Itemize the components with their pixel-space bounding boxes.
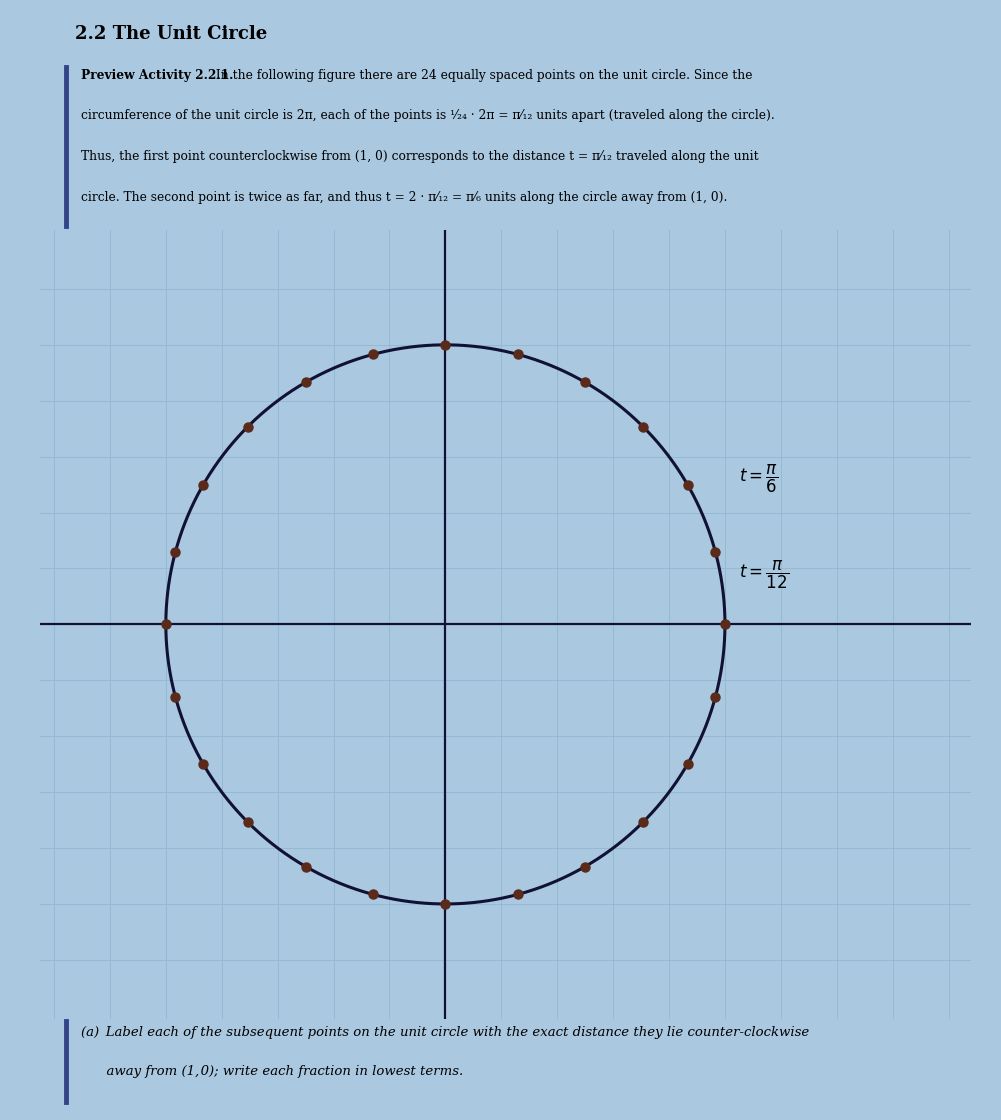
Text: circumference of the unit circle is 2π, each of the points is ¹⁄₂₄ · 2π = π⁄₁₂ u: circumference of the unit circle is 2π, …: [81, 110, 775, 122]
Text: circle. The second point is twice as far, and thus t = 2 · π⁄₁₂ = π⁄₆ units alon: circle. The second point is twice as far…: [81, 190, 727, 204]
Text: Preview Activity 2.2.1.: Preview Activity 2.2.1.: [81, 68, 233, 82]
Text: Thus, the first point counterclockwise from (1, 0) corresponds to the distance t: Thus, the first point counterclockwise f…: [81, 150, 759, 164]
Text: $t = \dfrac{\pi}{6}$: $t = \dfrac{\pi}{6}$: [739, 463, 779, 495]
Text: $t = \dfrac{\pi}{12}$: $t = \dfrac{\pi}{12}$: [739, 558, 789, 590]
Text: In the following figure there are 24 equally spaced points on the unit circle. S: In the following figure there are 24 equ…: [211, 68, 752, 82]
Text: 2.2 The Unit Circle: 2.2 The Unit Circle: [75, 25, 267, 43]
Text: (a) Label each of the subsequent points on the unit circle with the exact distan: (a) Label each of the subsequent points …: [81, 1026, 809, 1039]
Text: away from (1, 0); write each fraction in lowest terms.: away from (1, 0); write each fraction in…: [81, 1065, 463, 1079]
